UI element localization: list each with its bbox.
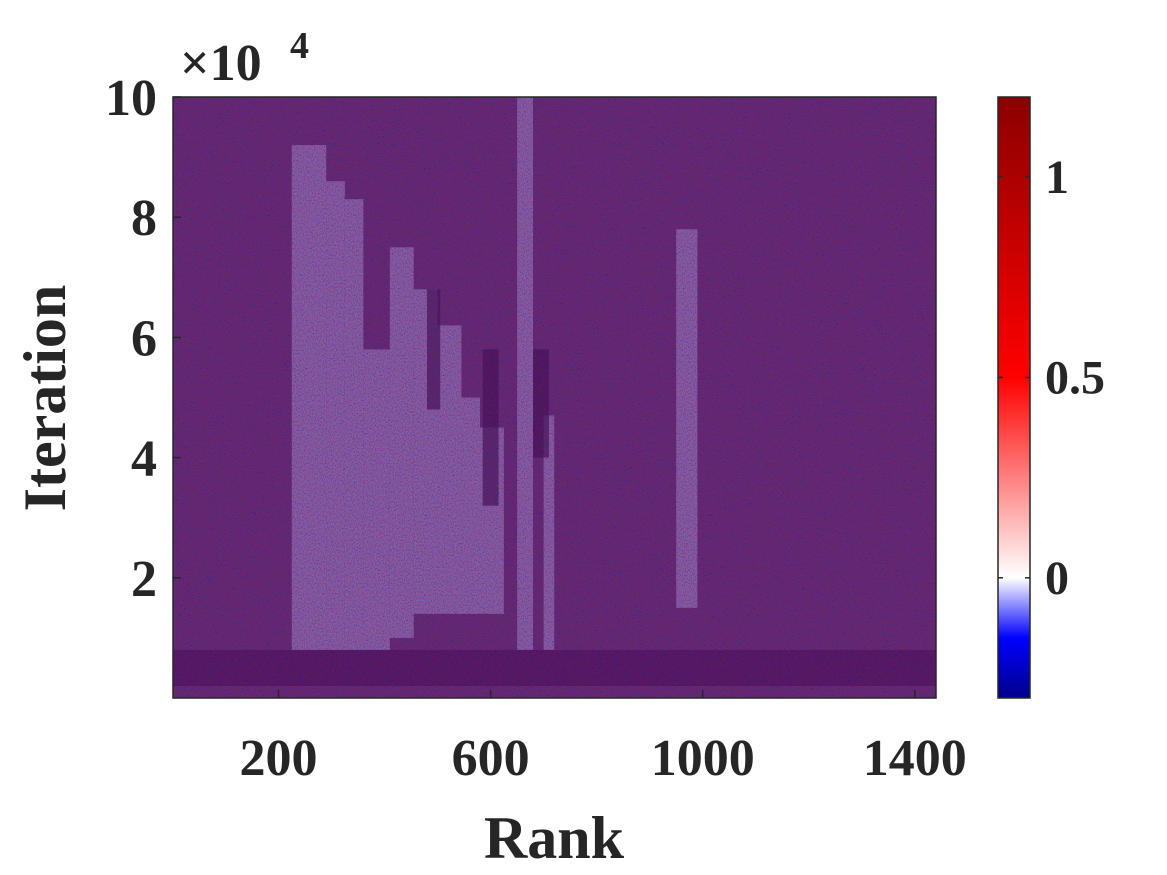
- y-axis-ticks: 2 4 6 8 10: [105, 70, 181, 608]
- y-exponent-power: 4: [290, 25, 309, 67]
- x-axis-ticks: 200 600 1000 1400: [240, 690, 967, 787]
- y-tick-label: 2: [131, 551, 157, 608]
- x-tick-label: 1000: [651, 730, 755, 787]
- colorbar-tick-label: 1: [1045, 151, 1069, 204]
- y-tick-label: 4: [131, 431, 157, 488]
- plot-frame: [172, 96, 937, 699]
- y-tick-label: 6: [131, 310, 157, 367]
- colorbar-tick-label: 0.5: [1045, 351, 1105, 404]
- x-tick-label: 600: [452, 730, 530, 787]
- x-tick-label: 200: [240, 730, 318, 787]
- x-tick-label: 1400: [863, 730, 967, 787]
- y-tick-label: 8: [131, 190, 157, 247]
- heatmap-area: [173, 97, 936, 698]
- colorbar-ticks: 00.51: [998, 151, 1105, 605]
- y-exponent-base: ×10: [180, 35, 262, 92]
- x-axis-label: Rank: [484, 805, 625, 871]
- colorbar-tick-label: 0: [1045, 552, 1069, 605]
- colorbar: [997, 96, 1031, 699]
- heatmap-noise-texture: [173, 97, 936, 698]
- y-axis-label: Iteration: [12, 285, 78, 512]
- y-tick-label: 10: [105, 70, 157, 127]
